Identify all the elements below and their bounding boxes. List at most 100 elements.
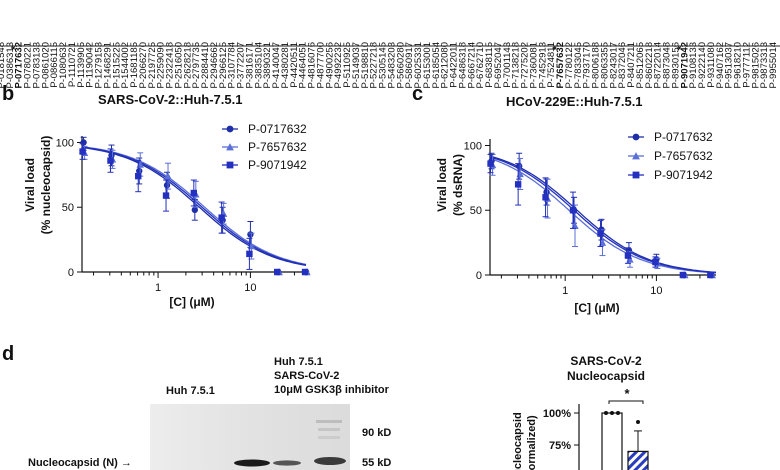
compound-id-label: P-4877700 <box>315 42 326 88</box>
compound-id-label: P-4380281 <box>280 42 291 88</box>
compound-id-label: P-7780122 <box>564 42 575 88</box>
compound-id-label: P-1544002 <box>120 42 131 88</box>
compound-id-label: P-8372046 <box>617 42 628 88</box>
compound-id-label: P-1110721 <box>67 42 78 87</box>
panel-c-ylabel-line2: (% dsRNA) <box>451 154 465 216</box>
compound-id-label: P-4900256 <box>324 42 335 88</box>
compound-id-label: P-9407162 <box>715 42 726 88</box>
panel-c-ylabel-line1: Viral load <box>435 158 449 212</box>
y-tick-label: 0 <box>476 270 482 282</box>
compound-id-label: P-1139905 <box>76 42 87 88</box>
data-point-square <box>707 271 714 279</box>
compound-id-label: P-2322418 <box>165 42 176 88</box>
data-point-square <box>652 258 659 266</box>
band-lane-3 <box>273 460 301 466</box>
bar-y-tick-label: 100% <box>543 408 571 420</box>
data-point-square <box>79 148 86 155</box>
y-tick-label: 50 <box>62 202 74 214</box>
compound-star-marker: * <box>675 45 687 50</box>
compound-id-label: P-0181548 <box>0 42 7 88</box>
compound-id-label: P-9955014 <box>768 42 779 88</box>
compound-id-label: P-8512065 <box>635 42 646 88</box>
data-point-square <box>542 194 549 201</box>
data-point-circle <box>515 163 523 170</box>
data-point-square <box>679 271 687 279</box>
compound-id-label: P-7833045 <box>573 42 584 88</box>
x-tick-label: 10 <box>244 282 256 294</box>
compound-id-label: P-7001143 <box>502 42 513 88</box>
panel-b-ylabel-line2: (% nucleocapsid) <box>39 136 53 235</box>
compound-id-label: P-6185054 <box>431 42 442 88</box>
data-point-square <box>487 160 494 167</box>
compound-id-label: P-3816171 <box>245 42 256 88</box>
data-point-circle <box>632 133 640 141</box>
compound-id-label: P-8243017 <box>608 42 619 88</box>
data-point-square <box>246 250 253 258</box>
panel-b-plot: 100 50 0 1 10 <box>56 136 311 294</box>
significance-bracket <box>608 400 644 404</box>
band-lane-2 <box>234 459 270 467</box>
panel-b-ylabel: Viral load (% nucleocapsid) <box>23 136 53 235</box>
compound-id-label: P-0783133 <box>32 42 43 88</box>
compound-id-label: P-9513037 <box>724 42 735 88</box>
compound-id-label: P-3835104 <box>253 42 264 88</box>
significance-star: * <box>624 386 630 401</box>
compound-id-label: P-0866115 <box>49 42 60 88</box>
compound-id-label: P-8407211 <box>626 42 637 88</box>
data-point-square <box>218 214 225 221</box>
data-point-square <box>226 161 234 169</box>
data-point-square <box>632 171 640 179</box>
compound-id-label: P-0386313 <box>5 42 16 88</box>
replicate-dot <box>604 411 608 415</box>
data-point-circle <box>543 188 550 196</box>
compound-id-label: P-4464051 <box>298 42 309 88</box>
compound-id-label: P-8602218 <box>644 42 655 88</box>
legend-label: P-7657632 <box>654 149 713 163</box>
legend-label: P-9071942 <box>248 158 307 172</box>
bar-ylabel-line1: Nucleocapsid <box>512 412 524 470</box>
data-point-triangle <box>632 152 640 160</box>
compound-star-marker: * <box>551 45 563 50</box>
compound-id-label: P-7275202 <box>520 42 531 88</box>
compound-id-label: P-6422011 <box>449 42 460 88</box>
compound-id-label: P-2946662 <box>209 42 220 88</box>
data-point-circle <box>247 231 254 238</box>
compound-id-label: P-8006188 <box>591 42 602 88</box>
data-point-circle <box>80 139 87 146</box>
marker-90kd: 90 kD <box>362 427 391 439</box>
compound-id-label: P-0717632 <box>14 42 25 88</box>
western-blot <box>150 404 350 470</box>
compound-id-label: P-7138218 <box>511 42 522 88</box>
compound-id-label: P-9815026 <box>750 42 761 88</box>
replicate-dot <box>636 419 640 424</box>
panel-c-xlabel: [C] (μM) <box>574 301 619 315</box>
legend-label: P-0717632 <box>248 122 307 136</box>
compound-id-label: P-1681185 <box>129 42 140 88</box>
compound-id-label: P-1468291 <box>103 42 114 88</box>
lane2-label-line1: Huh 7.5.1 <box>274 356 323 368</box>
compound-id-label: P-5149037 <box>351 42 362 88</box>
compound-id-label: P-2197725 <box>147 42 158 88</box>
compound-id-label: P-9108133 <box>688 42 699 88</box>
bar-ylabel-line2: (normalized) <box>526 415 538 470</box>
panel-c-ylabel: Viral load (% dsRNA) <box>435 154 465 216</box>
data-point-square <box>190 189 198 197</box>
y-tick-label: 50 <box>470 205 482 217</box>
replicate-dot <box>616 411 620 415</box>
compound-id-label: P-6212080 <box>440 42 451 88</box>
legend-label: P-0717632 <box>654 130 713 144</box>
compound-id-label: P-1190042 <box>85 42 96 88</box>
legend-label: P-7657632 <box>248 140 307 154</box>
compound-id-label: P-2516050 <box>174 42 185 88</box>
panel-letter-c: c <box>412 83 423 105</box>
compound-id-label: P-8873048 <box>662 42 673 88</box>
panel-b-title: SARS-CoV-2::Huh-7.5.1 <box>98 92 242 107</box>
compound-id-label: P-6667214 <box>466 42 477 88</box>
compound-star-marker: * <box>10 45 22 50</box>
compound-id-label: P-8930156 <box>670 42 681 88</box>
compound-id-label: P-2797735 <box>191 42 202 88</box>
compound-id-label: P-6952047 <box>493 42 504 88</box>
lane2-label-line2: SARS-CoV-2 <box>274 370 339 382</box>
panel-letter-d: d <box>2 343 14 365</box>
